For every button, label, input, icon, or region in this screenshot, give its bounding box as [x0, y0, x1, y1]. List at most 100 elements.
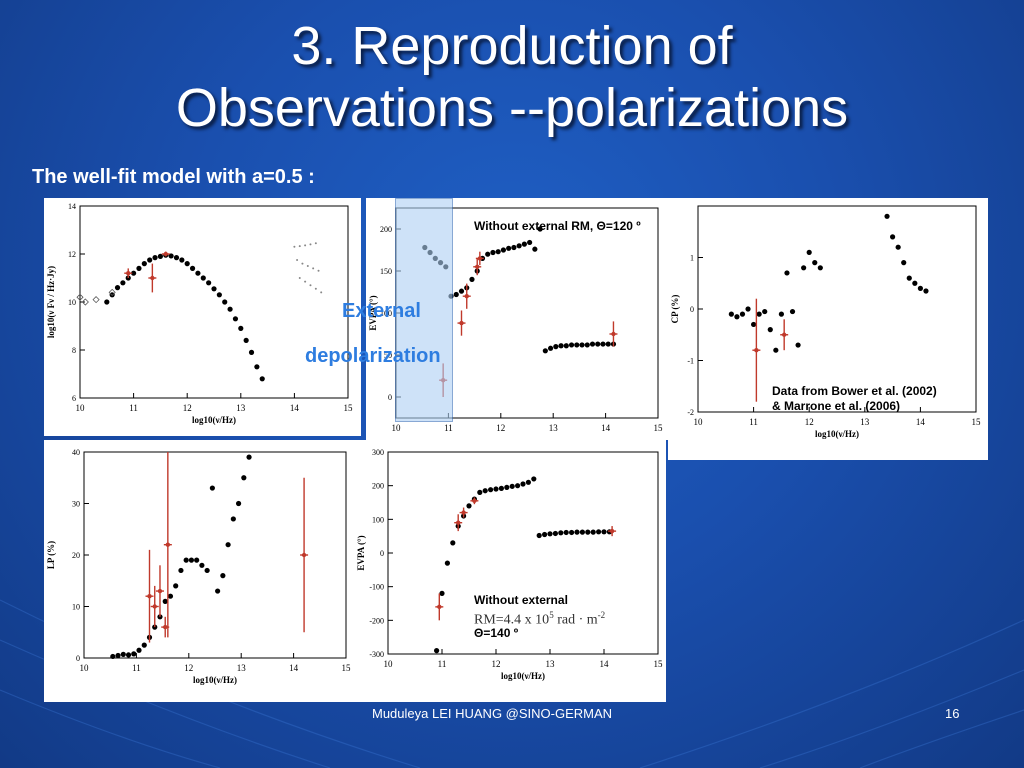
model-point: [157, 614, 163, 620]
model-point: [495, 249, 501, 255]
model-point: [125, 652, 132, 658]
model-point: [901, 260, 907, 266]
x-tick-label: 15: [654, 423, 664, 433]
model-point: [895, 244, 901, 250]
model-point: [173, 255, 180, 261]
data-point: [464, 294, 469, 299]
y-tick-label: 1: [690, 254, 694, 263]
model-point: [254, 364, 260, 370]
model-point: [434, 648, 440, 654]
model-point: [184, 261, 190, 267]
model-point: [511, 244, 517, 251]
model-point: [542, 531, 548, 538]
faint-point: [304, 280, 307, 283]
model-point: [188, 557, 195, 563]
model-point: [547, 345, 554, 351]
model-point: [115, 652, 121, 659]
model-point: [536, 532, 542, 539]
model-point: [179, 257, 185, 263]
model-point: [585, 529, 591, 535]
faint-point: [306, 265, 309, 267]
faint-point: [309, 284, 312, 287]
model-point: [211, 286, 217, 292]
x-tick-label: 11: [438, 659, 447, 669]
model-point: [194, 557, 200, 563]
y-tick-label: -1: [687, 357, 694, 366]
model-point: [789, 308, 796, 315]
x-tick-label: 12: [184, 663, 193, 673]
model-point: [600, 341, 606, 347]
model-point: [466, 503, 472, 509]
model-point: [568, 342, 575, 348]
model-point: [596, 529, 602, 535]
model-point: [227, 306, 233, 312]
plot-frame: [79, 205, 349, 399]
faint-point: [301, 262, 304, 265]
evpa-bottom-panel: 10 11 12 13 14 15 -300 -200 -100 0 100 200 300 log10(…: [354, 440, 666, 702]
model-point: [189, 265, 196, 271]
model-point: [767, 327, 773, 333]
data-point: [163, 251, 168, 257]
y-tick-label: 200: [372, 482, 384, 491]
evpa-bottom-annotation-line1: Without external: [474, 593, 568, 607]
model-point: [230, 516, 236, 522]
model-point: [238, 325, 244, 331]
x-tick-label: 14: [916, 417, 926, 427]
model-point: [558, 343, 564, 349]
model-point: [584, 342, 590, 348]
faint-point: [320, 291, 323, 294]
open-point: [92, 296, 100, 304]
x-tick-label: 12: [496, 423, 505, 433]
model-point: [762, 308, 768, 315]
faint-point: [298, 277, 301, 279]
data-point: [150, 275, 155, 281]
model-point: [734, 314, 740, 320]
data-point: [437, 604, 442, 610]
y-axis-label: EVPA (°): [368, 295, 378, 330]
model-point: [552, 530, 558, 537]
x-tick-label: 10: [694, 417, 704, 427]
faint-point: [304, 244, 307, 247]
faint-point: [314, 287, 317, 290]
model-point: [516, 243, 522, 249]
model-point: [563, 529, 569, 536]
model-point: [110, 653, 116, 660]
model-point: [147, 257, 153, 263]
x-tick-label: 13: [546, 659, 556, 669]
model-point: [601, 529, 607, 535]
y-tick-label: 300: [372, 448, 384, 457]
model-point: [923, 288, 929, 294]
x-tick-label: 10: [392, 423, 402, 433]
model-point: [506, 245, 512, 251]
model-point: [195, 270, 201, 276]
model-point: [206, 280, 212, 286]
lp-panel: 10 11 12 13 14 15 0 10 20 30 40 log10(ν/Hz) LP (%): [44, 440, 354, 702]
x-tick-label: 15: [654, 659, 664, 669]
model-point: [450, 540, 456, 546]
model-point: [812, 260, 818, 266]
model-point: [453, 291, 459, 298]
model-point: [477, 489, 483, 495]
model-point: [574, 342, 580, 348]
model-point: [515, 483, 521, 489]
faint-point: [293, 245, 296, 248]
sed-panel: 10 11 12 13 14 15 6 8 10 12 14 log10(ν/Hz) log10(ν F…: [44, 198, 361, 436]
model-point: [569, 529, 575, 536]
model-point: [178, 567, 184, 574]
model-point: [248, 349, 255, 355]
rm-unit-exponent: -2: [597, 610, 606, 620]
y-tick-label: 100: [372, 515, 384, 524]
model-point: [243, 337, 249, 343]
model-point: [756, 311, 762, 317]
evpa-bottom-chart: 10 11 12 13 14 15 -300 -200 -100 0 100 200 300 log10(…: [356, 448, 664, 681]
y-tick-label: 10: [72, 603, 80, 612]
model-point: [235, 500, 242, 507]
slide-title-line2: Observations --polarizations: [175, 78, 849, 138]
model-point: [215, 588, 221, 594]
y-tick-label: 20: [72, 551, 80, 560]
y-tick-label: -300: [369, 650, 384, 659]
data-point: [472, 498, 477, 504]
x-tick-label: 12: [183, 403, 192, 413]
model-point: [136, 265, 142, 271]
data-point: [475, 264, 480, 269]
